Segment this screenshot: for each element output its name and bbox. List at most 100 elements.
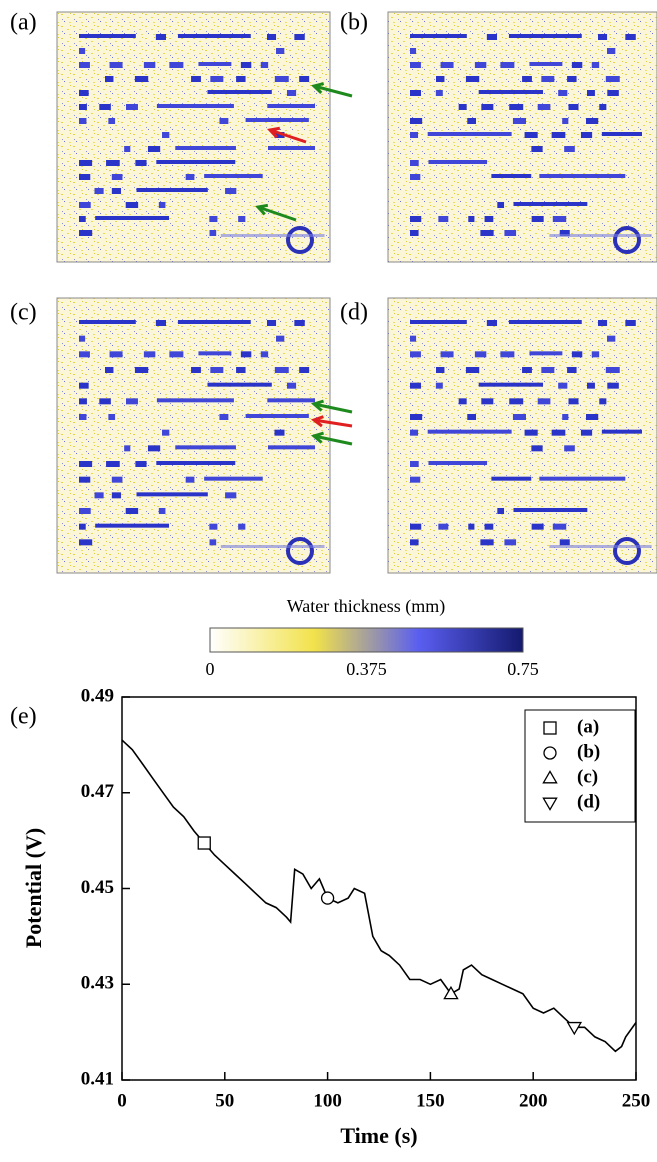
- water-droplet: [513, 508, 588, 512]
- water-droplet: [500, 62, 515, 68]
- water-droplet: [236, 76, 246, 82]
- water-droplet: [539, 174, 626, 178]
- water-droplet: [274, 429, 285, 436]
- colorbar-tick-label: 0.375: [346, 659, 387, 679]
- water-droplet: [436, 367, 445, 373]
- water-droplet: [468, 523, 475, 530]
- water-droplet: [79, 34, 136, 38]
- water-droplet: [219, 118, 229, 124]
- water-droplet: [204, 174, 263, 178]
- water-droplet: [580, 132, 593, 138]
- water-droplet: [478, 382, 544, 387]
- water-droplet: [240, 351, 252, 358]
- water-droplet: [225, 188, 237, 194]
- water-droplet: [562, 118, 569, 124]
- water-droplet: [551, 429, 566, 436]
- water-droplet: [465, 367, 480, 373]
- water-droplet: [209, 539, 217, 546]
- water-band: [220, 545, 325, 548]
- water-droplet: [266, 34, 277, 40]
- water-droplet: [531, 445, 543, 452]
- potential-line: [121, 739, 637, 1053]
- panel-label: (b): [340, 10, 368, 36]
- water-droplet: [568, 104, 579, 110]
- colorbar-tick-label: 0: [206, 659, 215, 679]
- y-tick-label: 0.41: [81, 1068, 114, 1089]
- water-droplet: [567, 76, 577, 82]
- water-droplet: [436, 76, 445, 82]
- water-droplet: [108, 118, 116, 124]
- panel-label: (c): [10, 300, 37, 326]
- water-droplet: [541, 76, 555, 82]
- water-droplet: [458, 398, 467, 405]
- y-tick-label: 0.43: [81, 973, 114, 994]
- water-droplet: [105, 367, 114, 373]
- water-droplet: [410, 90, 421, 96]
- marker: [443, 985, 459, 1000]
- water-droplet: [175, 146, 236, 150]
- arrow-head: [255, 203, 269, 216]
- water-droplet: [124, 146, 131, 152]
- water-droplet: [79, 539, 93, 546]
- water-droplet: [467, 118, 477, 124]
- water-droplet: [95, 216, 170, 220]
- water-droplet: [106, 461, 120, 467]
- x-tick-label: 100: [313, 1090, 342, 1111]
- water-droplet: [209, 523, 218, 530]
- water-droplet: [210, 367, 224, 373]
- water-droplet: [497, 202, 505, 208]
- water-droplet: [111, 188, 121, 194]
- water-droplet: [410, 351, 421, 358]
- water-droplet: [99, 104, 111, 110]
- water-droplet: [79, 476, 91, 483]
- water-droplet: [260, 62, 269, 68]
- water-droplet: [79, 382, 89, 389]
- water-droplet: [79, 160, 93, 166]
- water-droplet: [410, 461, 419, 467]
- water-droplet: [428, 461, 488, 465]
- colorbar: [209, 627, 524, 653]
- water-image: [56, 11, 331, 263]
- water-droplet: [564, 146, 575, 152]
- water-droplet: [410, 48, 417, 54]
- colorbar-title: Water thickness (mm): [287, 596, 446, 617]
- water-droplet: [266, 320, 277, 326]
- water-droplet: [410, 523, 422, 530]
- water-droplet: [599, 104, 607, 110]
- marker: [566, 1021, 583, 1036]
- water-ring: [286, 226, 314, 254]
- water-droplet: [299, 367, 310, 373]
- water-droplet: [458, 104, 467, 110]
- legend-symbol: [542, 770, 558, 784]
- y-tick-label: 0.47: [81, 781, 115, 802]
- panel-label: (d): [340, 300, 368, 326]
- water-droplet: [410, 335, 417, 342]
- water-droplet: [191, 76, 201, 82]
- water-droplet: [410, 132, 419, 138]
- water-droplet: [625, 320, 636, 326]
- water-droplet: [410, 160, 419, 166]
- water-droplet: [79, 508, 91, 514]
- water-droplet: [440, 62, 454, 68]
- water-droplet: [79, 351, 90, 358]
- water-droplet: [568, 398, 579, 405]
- water-droplet: [134, 76, 149, 82]
- water-droplet: [474, 351, 487, 358]
- water-droplet: [504, 539, 517, 546]
- water-image: [387, 11, 657, 263]
- water-droplet: [427, 429, 512, 434]
- water-droplet: [207, 90, 272, 94]
- water-droplet: [79, 62, 90, 68]
- water-droplet: [567, 367, 577, 373]
- water-droplet: [106, 160, 120, 166]
- water-image: [56, 297, 331, 574]
- water-droplet: [435, 382, 443, 389]
- water-droplet: [111, 492, 121, 499]
- water-droplet: [125, 508, 139, 514]
- water-droplet: [585, 414, 599, 420]
- water-droplet: [427, 132, 512, 136]
- water-band: [549, 234, 652, 237]
- water-droplet: [79, 398, 87, 405]
- water-droplet: [522, 76, 532, 82]
